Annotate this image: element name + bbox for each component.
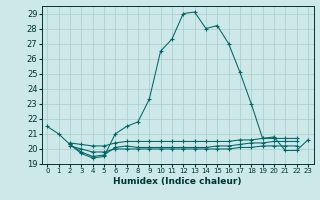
X-axis label: Humidex (Indice chaleur): Humidex (Indice chaleur)	[113, 177, 242, 186]
